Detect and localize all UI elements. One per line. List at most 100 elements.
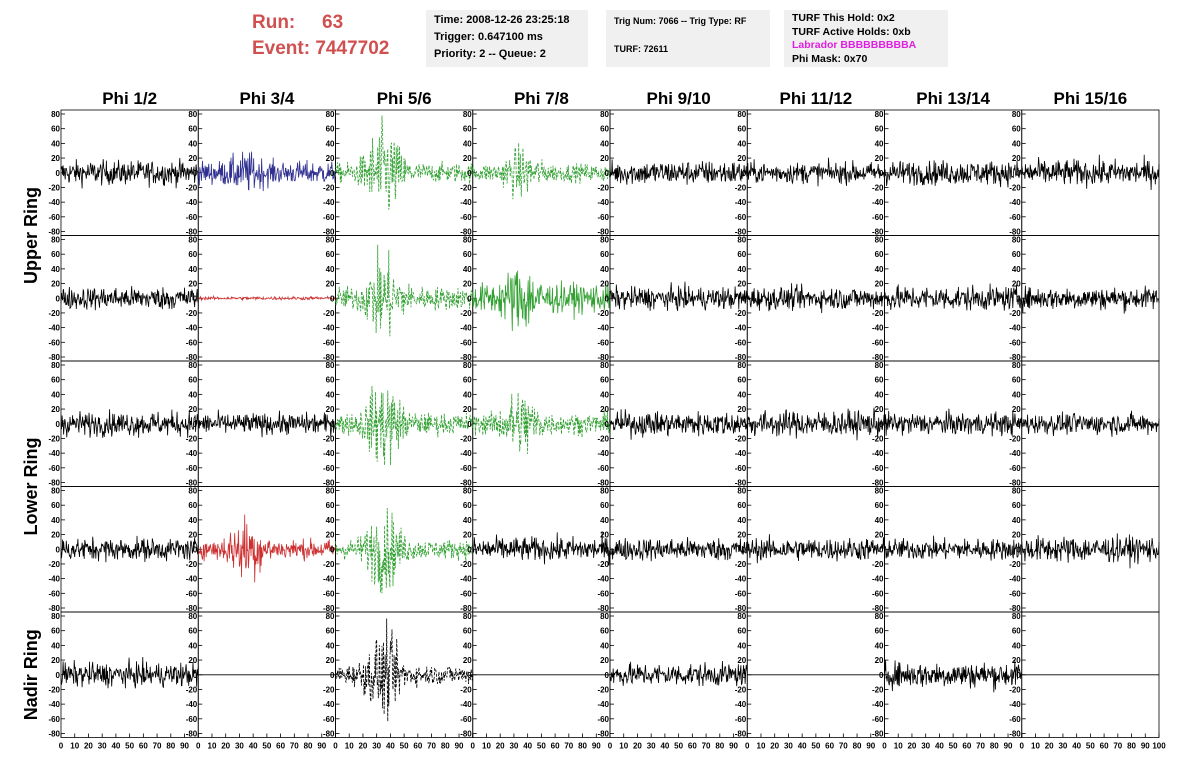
x-tick-label: 30 [372,742,381,751]
y-tick-label: 40 [600,390,609,399]
x-tick-label: 70 [290,742,299,751]
y-tick-label: -60 [323,589,335,598]
y-tick-label: 60 [875,125,884,134]
y-tick-label: -60 [48,338,60,347]
x-tick-label: 70 [564,742,573,751]
y-tick-label: 0 [742,545,747,554]
y-tick-label: 80 [188,110,197,119]
waveform-trace [60,285,199,311]
y-tick-label: -40 [186,324,198,333]
y-tick-label: 60 [463,250,472,259]
y-tick-label: 80 [1012,487,1021,496]
y-tick-label: 40 [463,390,472,399]
x-tick-label: 10 [1031,742,1040,751]
x-tick-label: 20 [1045,742,1054,751]
y-tick-label: 40 [600,516,609,525]
y-tick-label: 60 [1012,250,1021,259]
y-tick-label: 80 [326,236,335,245]
y-tick-label: -80 [323,479,335,488]
y-tick-label: 80 [188,361,197,370]
y-tick-label: 40 [326,265,335,274]
y-tick-label: 40 [463,265,472,274]
y-tick-label: -80 [1009,353,1021,362]
y-tick-label: 40 [463,516,472,525]
x-tick-label: 70 [976,742,985,751]
x-tick-label: 80 [990,742,999,751]
waveform-trace [472,142,611,200]
y-tick-label: -20 [735,560,747,569]
y-tick-label: -80 [323,228,335,237]
y-tick-label: 0 [56,545,61,554]
y-tick-label: 0 [467,420,472,429]
y-tick-label: -40 [1009,324,1021,333]
y-tick-label: 80 [737,110,746,119]
y-tick-label: 40 [326,641,335,650]
y-tick-label: 80 [326,487,335,496]
y-tick-label: 20 [188,531,197,540]
y-tick-label: 80 [188,612,197,621]
y-tick-label: 0 [330,545,335,554]
y-tick-label: 20 [463,656,472,665]
x-tick-label: 50 [674,742,683,751]
panel-frame [60,235,199,362]
trigger-info-box: Trig Num: 7066 -- Trig Type: RF TURF: 72… [606,10,770,67]
y-tick-label: -80 [48,479,60,488]
y-tick-label: -60 [872,338,884,347]
y-tick-label: 60 [600,376,609,385]
y-tick-label: -20 [186,183,198,192]
y-tick-label: -20 [48,183,60,192]
x-tick-label: 50 [537,742,546,751]
y-tick-label: 80 [600,612,609,621]
y-tick-label: 40 [463,641,472,650]
y-tick-label: 60 [737,125,746,134]
y-tick-label: 20 [463,531,472,540]
y-tick-label: -20 [872,309,884,318]
y-tick-label: -20 [48,560,60,569]
waveform-trace [609,159,748,185]
y-tick-label: 20 [737,280,746,289]
y-tick-label: -80 [597,228,609,237]
y-tick-label: -80 [48,730,60,739]
x-tick-label: 30 [509,742,518,751]
y-tick-label: 60 [875,501,884,510]
x-tick-label: 80 [715,742,724,751]
y-tick-label: -60 [597,213,609,222]
y-tick-label: -80 [460,604,472,613]
y-tick-label: 0 [330,169,335,178]
y-tick-label: -60 [48,213,60,222]
x-tick-label: 10 [757,742,766,751]
x-tick-label: 20 [633,742,642,751]
y-tick-label: 20 [600,280,609,289]
y-tick-label: -20 [48,685,60,694]
y-tick-label: 40 [51,641,60,650]
y-tick-label: 0 [605,545,610,554]
y-tick-label: 0 [879,671,884,680]
y-tick-label: 60 [1012,376,1021,385]
y-tick-label: 80 [737,487,746,496]
y-tick-label: 80 [51,361,60,370]
y-tick-label: 60 [737,376,746,385]
x-tick-label: 0 [745,742,750,751]
y-tick-label: 0 [193,545,198,554]
y-tick-label: 0 [1016,420,1021,429]
x-tick-label: 60 [413,742,422,751]
x-tick-label: 0 [59,742,64,751]
x-tick-label: 90 [592,742,601,751]
x-tick-label: 90 [729,742,738,751]
y-tick-label: -20 [597,183,609,192]
y-tick-label: 80 [737,361,746,370]
x-tick-label: 10 [619,742,628,751]
x-tick-label: 40 [935,742,944,751]
y-tick-label: 40 [875,139,884,148]
y-tick-label: 40 [1012,139,1021,148]
y-tick-label: 0 [742,671,747,680]
y-tick-label: 80 [51,236,60,245]
y-tick-label: -20 [1009,309,1021,318]
y-tick-label: 60 [326,627,335,636]
y-tick-label: 40 [188,390,197,399]
y-tick-label: -80 [872,604,884,613]
y-tick-label: -80 [1009,228,1021,237]
waveform-trace [609,281,748,311]
y-tick-label: 40 [51,265,60,274]
run-value: 63 [322,12,344,33]
